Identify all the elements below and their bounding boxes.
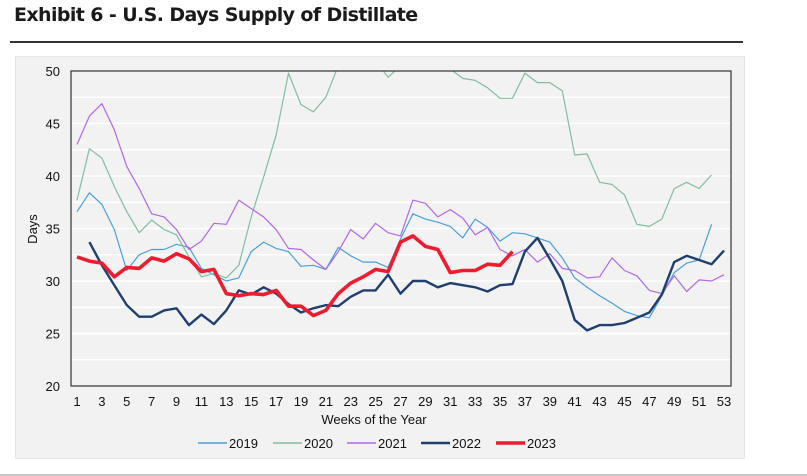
- x-tick-label: 39: [543, 394, 557, 409]
- y-tick-label: 25: [46, 327, 60, 342]
- x-axis-label: Weeks of the Year: [321, 412, 427, 427]
- bottom-divider: [0, 474, 807, 476]
- exhibit-title: Exhibit 6 - U.S. Days Supply of Distilla…: [14, 4, 418, 26]
- x-tick-label: 35: [493, 394, 507, 409]
- plot-frame: [70, 70, 732, 387]
- x-tick-label: 31: [443, 394, 457, 409]
- legend-label: 2020: [304, 436, 333, 451]
- legend-item-2020: 2020: [273, 436, 333, 451]
- series-line-2020: [76, 71, 713, 279]
- x-tick-label: 43: [592, 394, 606, 409]
- title-divider: [10, 41, 743, 43]
- x-tick-label: 45: [617, 394, 631, 409]
- legend-item-2022: 2022: [421, 436, 481, 451]
- y-tick-label: 40: [46, 169, 60, 184]
- x-tick-label: 25: [368, 394, 382, 409]
- x-tick-label: 1: [73, 394, 80, 409]
- x-tick-label: 15: [244, 394, 258, 409]
- x-tick-label: 3: [98, 394, 105, 409]
- x-tick-label: 7: [148, 394, 155, 409]
- x-tick-label: 29: [418, 394, 432, 409]
- legend-label: 2023: [527, 436, 556, 451]
- series-line-2021: [76, 102, 725, 295]
- x-tick-label: 51: [692, 394, 706, 409]
- x-tick-label: 5: [123, 394, 130, 409]
- x-tick-label: 37: [518, 394, 532, 409]
- x-tick-label: 21: [319, 394, 333, 409]
- x-tick-label: 11: [195, 394, 209, 409]
- legend-item-2019: 2019: [198, 436, 258, 451]
- x-tick-label: 17: [269, 394, 283, 409]
- y-tick-label: 50: [46, 64, 60, 79]
- x-tick-label: 41: [567, 394, 581, 409]
- legend-item-2023: 2023: [496, 436, 556, 451]
- legend-item-2021: 2021: [347, 436, 407, 451]
- x-tick-label: 9: [173, 394, 180, 409]
- x-tick-label: 19: [294, 394, 308, 409]
- y-tick-label: 35: [46, 222, 60, 237]
- x-tick-label: 33: [468, 394, 482, 409]
- y-tick-label: 45: [46, 117, 60, 132]
- series-line-2023: [76, 234, 514, 318]
- y-axis-label: Days: [25, 214, 40, 244]
- legend-label: 2022: [452, 436, 481, 451]
- legend: 2019 2020 2021 2022 2023: [198, 436, 556, 451]
- x-tick-label: 53: [717, 394, 731, 409]
- legend-label: 2019: [229, 436, 258, 451]
- x-tick-label: 13: [219, 394, 233, 409]
- series-line-2022: [88, 236, 725, 332]
- y-tick-label: 30: [46, 274, 60, 289]
- x-tick-label: 23: [343, 394, 357, 409]
- x-tick-label: 47: [642, 394, 656, 409]
- x-tick-label: 49: [667, 394, 681, 409]
- legend-label: 2021: [378, 436, 407, 451]
- x-tick-label: 27: [393, 394, 407, 409]
- y-tick-label: 20: [46, 379, 60, 394]
